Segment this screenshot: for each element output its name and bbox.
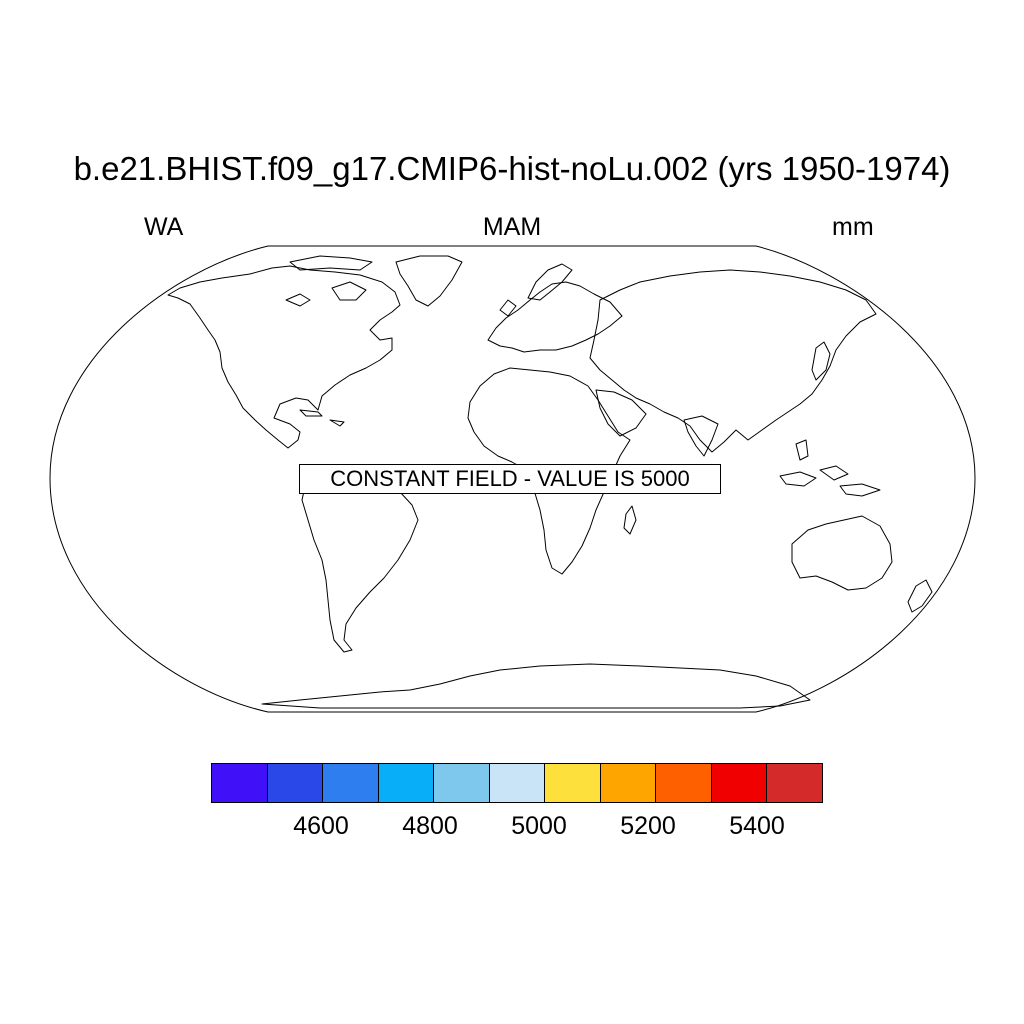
madagascar-outline [623, 505, 637, 535]
colorbar-tick-label: 5000 [511, 812, 567, 840]
caribbean-outline [299, 409, 345, 427]
colorbar-tick-label: 5200 [620, 812, 676, 840]
greenland-outline [395, 255, 463, 307]
constant-field-message: CONSTANT FIELD - VALUE IS 5000 [299, 464, 721, 494]
plot-title: b.e21.BHIST.f09_g17.CMIP6-hist-noLu.002 … [73, 150, 951, 187]
africa-outline [467, 367, 631, 575]
colorbar-swatch [377, 763, 434, 803]
colorbar-swatch [266, 763, 323, 803]
europe-outline [487, 281, 623, 353]
colorbar-tick-label: 4600 [293, 812, 349, 840]
colorbar-swatch [322, 763, 379, 803]
antarctica-outline [261, 663, 811, 709]
colorbar-tick-labels: 4600 4800 5000 5200 5400 [0, 812, 1024, 842]
colorbar-swatch [766, 763, 823, 803]
colorbar-swatch [655, 763, 712, 803]
australia-outline [791, 515, 893, 591]
season-label: MAM [482, 213, 542, 241]
arabia-outline [595, 389, 647, 437]
map-projection-outline [49, 245, 976, 713]
arctic-islands-outline [285, 255, 373, 307]
colorbar-swatch [488, 763, 545, 803]
new-zealand-outline [907, 579, 933, 613]
colorbar-swatch [211, 763, 268, 803]
north-america-outline [167, 265, 401, 449]
colorbar-swatch [544, 763, 601, 803]
colorbar-tick-label: 4800 [402, 812, 458, 840]
colorbar-swatch [710, 763, 767, 803]
asia-outline [589, 269, 877, 453]
units-label: mm [832, 213, 874, 241]
colorbar-tick-label: 5400 [729, 812, 785, 840]
colorbar-swatch [433, 763, 490, 803]
japan-outline [811, 341, 831, 381]
southeast-asia-islands-outline [779, 439, 881, 497]
colorbar [211, 763, 823, 803]
scandinavia-outline [527, 263, 573, 301]
variable-label: WA [144, 213, 184, 241]
colorbar-swatch [599, 763, 656, 803]
india-outline [683, 415, 719, 457]
